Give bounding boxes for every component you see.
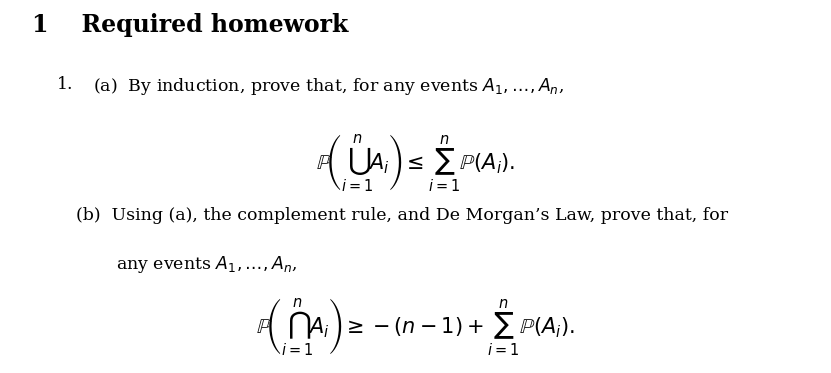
Text: (a)  By induction, prove that, for any events $A_1,\ldots,A_n$,: (a) By induction, prove that, for any ev… bbox=[93, 76, 564, 97]
Text: 1    Required homework: 1 Required homework bbox=[32, 13, 348, 37]
Text: $\mathbb{P}\!\left(\bigcap_{i=1}^{n}\! A_i\right) \geq -(n-1) + \sum_{i=1}^{n} \: $\mathbb{P}\!\left(\bigcap_{i=1}^{n}\! A… bbox=[256, 296, 575, 357]
Text: (b)  Using (a), the complement rule, and De Morgan’s Law, prove that, for: (b) Using (a), the complement rule, and … bbox=[76, 207, 729, 224]
Text: any events $A_1,\ldots,A_n$,: any events $A_1,\ldots,A_n$, bbox=[116, 254, 297, 275]
Text: 1.: 1. bbox=[57, 76, 73, 94]
Text: $\mathbb{P}\!\left(\bigcup_{i=1}^{n}\! A_i\right) \leq \sum_{i=1}^{n} \mathbb{P}: $\mathbb{P}\!\left(\bigcup_{i=1}^{n}\! A… bbox=[316, 132, 515, 193]
